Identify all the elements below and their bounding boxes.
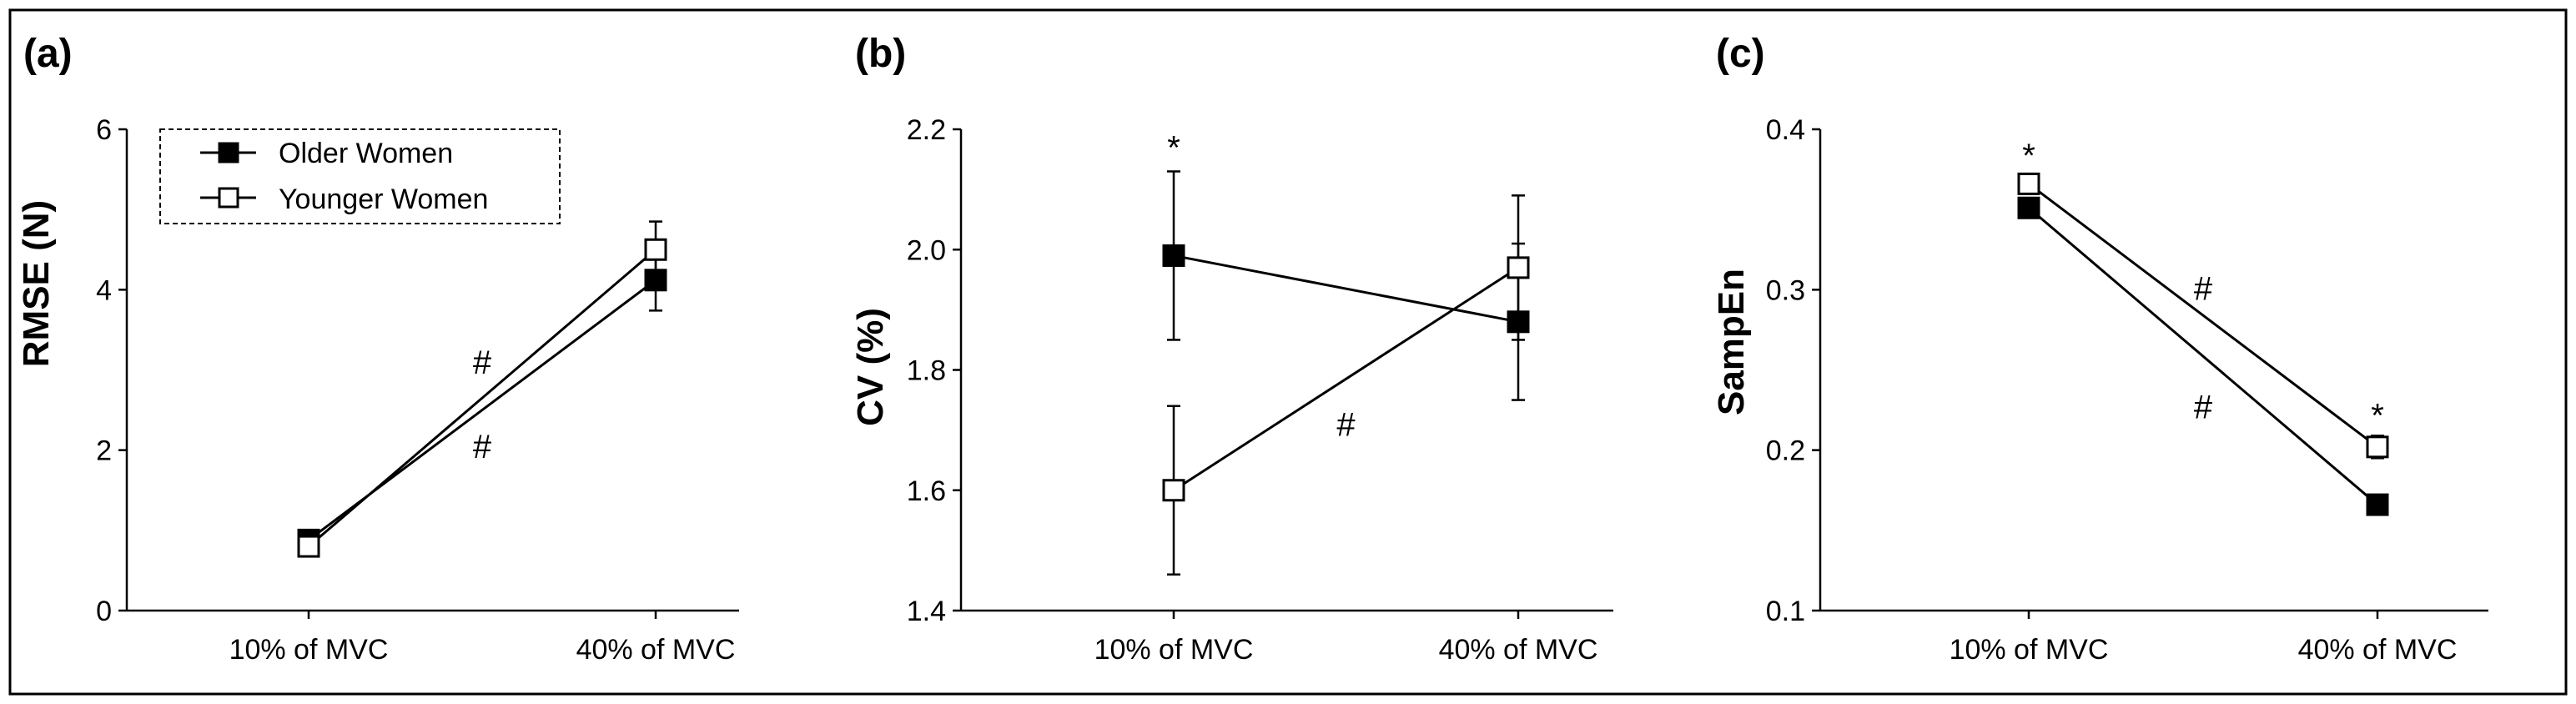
panel-a-label: (a) bbox=[23, 32, 73, 76]
panel-b-ylabel: CV (%) bbox=[850, 308, 891, 426]
panel-b-point-younger-women bbox=[1507, 256, 1530, 279]
panel-c-point-younger-women bbox=[2017, 172, 2040, 195]
panel-b-ytick-label: 2.0 bbox=[907, 234, 946, 266]
legend-marker-younger bbox=[218, 187, 239, 209]
panel-b-label: (b) bbox=[855, 32, 906, 76]
legend-marker-older bbox=[218, 142, 239, 163]
panel-a-line-younger-women bbox=[308, 249, 657, 548]
panel-c-hash-annotation: # bbox=[2194, 390, 2213, 426]
panel-c-label: (c) bbox=[1716, 32, 1765, 76]
panel-a-xtick-label: 40% of MVC bbox=[576, 634, 736, 666]
panel-c: (c) SampEn 0.1 0.2 0.3 0.4 10% of MVC 40% of … bbox=[1711, 32, 2488, 666]
panel-a-point-younger-women bbox=[644, 238, 667, 261]
panel-a-ytick-label: 0 bbox=[96, 596, 112, 627]
panel-b-point-younger-women bbox=[1162, 479, 1185, 502]
panel-c-line-older-women bbox=[2028, 207, 2378, 506]
panel-c-point-older-women bbox=[2366, 493, 2389, 516]
panel-b-xtick-label: 10% of MVC bbox=[1094, 634, 1254, 666]
panel-b: (b) CV (%) 1.4 1.6 1.8 2.0 2.2 10% of MVC 40% … bbox=[850, 32, 1613, 666]
panel-c-point-younger-women bbox=[2366, 435, 2389, 459]
panel-a-ytick-label: 6 bbox=[96, 114, 112, 146]
panel-c-xtick-label: 40% of MVC bbox=[2298, 634, 2458, 666]
panel-b-ytick-label: 2.2 bbox=[907, 114, 946, 146]
panel-c-ytick-label: 0.2 bbox=[1766, 435, 1805, 467]
panel-b-point-older-women bbox=[1162, 244, 1185, 267]
panel-a-ylabel: RMSE (N) bbox=[16, 200, 57, 367]
legend-label-younger: Younger Women bbox=[279, 184, 488, 215]
panel-a-hash-annotation: # bbox=[473, 429, 492, 465]
panel-c-ytick-label: 0.1 bbox=[1766, 596, 1805, 627]
panel-a-hash-annotation: # bbox=[473, 344, 492, 381]
figure-frame bbox=[8, 8, 2568, 696]
panel-c-line-younger-women bbox=[2028, 183, 2378, 449]
panel-a-ytick-label: 4 bbox=[96, 274, 112, 306]
panel-b-xtick-label: 40% of MVC bbox=[1439, 634, 1598, 666]
panel-c-ytick-label: 0.4 bbox=[1766, 114, 1805, 146]
panel-c-point-older-women bbox=[2017, 196, 2040, 219]
panel-a-ytick-label: 2 bbox=[96, 435, 112, 467]
panel-b-ytick-label: 1.6 bbox=[907, 475, 946, 507]
panel-a-xtick-label: 10% of MVC bbox=[229, 634, 389, 666]
panel-b-ytick-label: 1.4 bbox=[907, 596, 946, 627]
panel-b-hash-annotation: # bbox=[1336, 406, 1356, 443]
panel-a: (a) RMSE (N) Older Women Younger Women 0… bbox=[16, 32, 739, 666]
panel-b-asterisk-annotation: * bbox=[1167, 130, 1180, 167]
panel-c-asterisk-annotation: * bbox=[2371, 397, 2384, 434]
panel-b-line-younger-women bbox=[1173, 266, 1519, 492]
panel-c-hash-annotation: # bbox=[2194, 270, 2213, 307]
panel-c-xtick-label: 10% of MVC bbox=[1950, 634, 2109, 666]
legend: Older Women Younger Women bbox=[159, 128, 561, 224]
panel-a-point-younger-women bbox=[297, 535, 320, 558]
panel-b-ytick-label: 1.8 bbox=[907, 355, 946, 387]
legend-label-older: Older Women bbox=[279, 138, 453, 169]
panel-c-ylabel: SampEn bbox=[1711, 269, 1752, 415]
panel-c-asterisk-annotation: * bbox=[2022, 138, 2035, 174]
panel-b-line-older-women bbox=[1173, 254, 1519, 324]
legend-box bbox=[159, 128, 561, 224]
panel-c-ytick-label: 0.3 bbox=[1766, 274, 1805, 306]
